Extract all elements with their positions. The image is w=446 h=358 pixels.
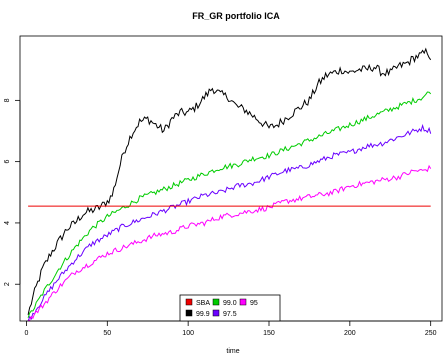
legend-label: SBA (196, 300, 210, 307)
x-tick-label: 200 (344, 330, 356, 337)
legend-swatch (185, 309, 193, 317)
series-line-95 (27, 164, 432, 322)
legend-swatch (185, 298, 193, 306)
legend-label: 99.0 (223, 300, 237, 307)
y-tick-label: 2 (4, 282, 11, 286)
x-tick-label: 250 (425, 330, 437, 337)
series-line-99-0 (27, 91, 432, 319)
legend-label: 97.5 (223, 311, 237, 318)
plot-frame (19, 35, 443, 322)
legend-swatch (212, 298, 220, 306)
x-tick-label: 100 (182, 330, 194, 337)
y-tick-label: 4 (4, 221, 11, 225)
legend-box (179, 294, 281, 322)
series-line-99-9 (27, 47, 432, 316)
series-layer (27, 47, 432, 322)
x-tick-label: 150 (263, 330, 275, 337)
legend: SBA 99.0 95 99.9 97.5 (179, 294, 281, 322)
x-tick-label: 0 (25, 330, 29, 337)
y-tick-label: 6 (4, 160, 11, 164)
y-axis: 2 4 6 8 (4, 98, 21, 286)
x-axis: 0 50 100 150 200 250 (25, 320, 437, 337)
legend-label: 95 (250, 300, 258, 307)
legend-swatch (239, 298, 247, 306)
y-tick-label: 8 (4, 98, 11, 102)
legend-swatch (212, 309, 220, 317)
chart-title: FR_GR portfolio ICA (192, 11, 280, 21)
series-line-97-5 (27, 123, 432, 322)
x-tick-label: 50 (103, 330, 111, 337)
x-axis-label: time (226, 348, 239, 355)
legend-label: 99.9 (196, 311, 210, 318)
